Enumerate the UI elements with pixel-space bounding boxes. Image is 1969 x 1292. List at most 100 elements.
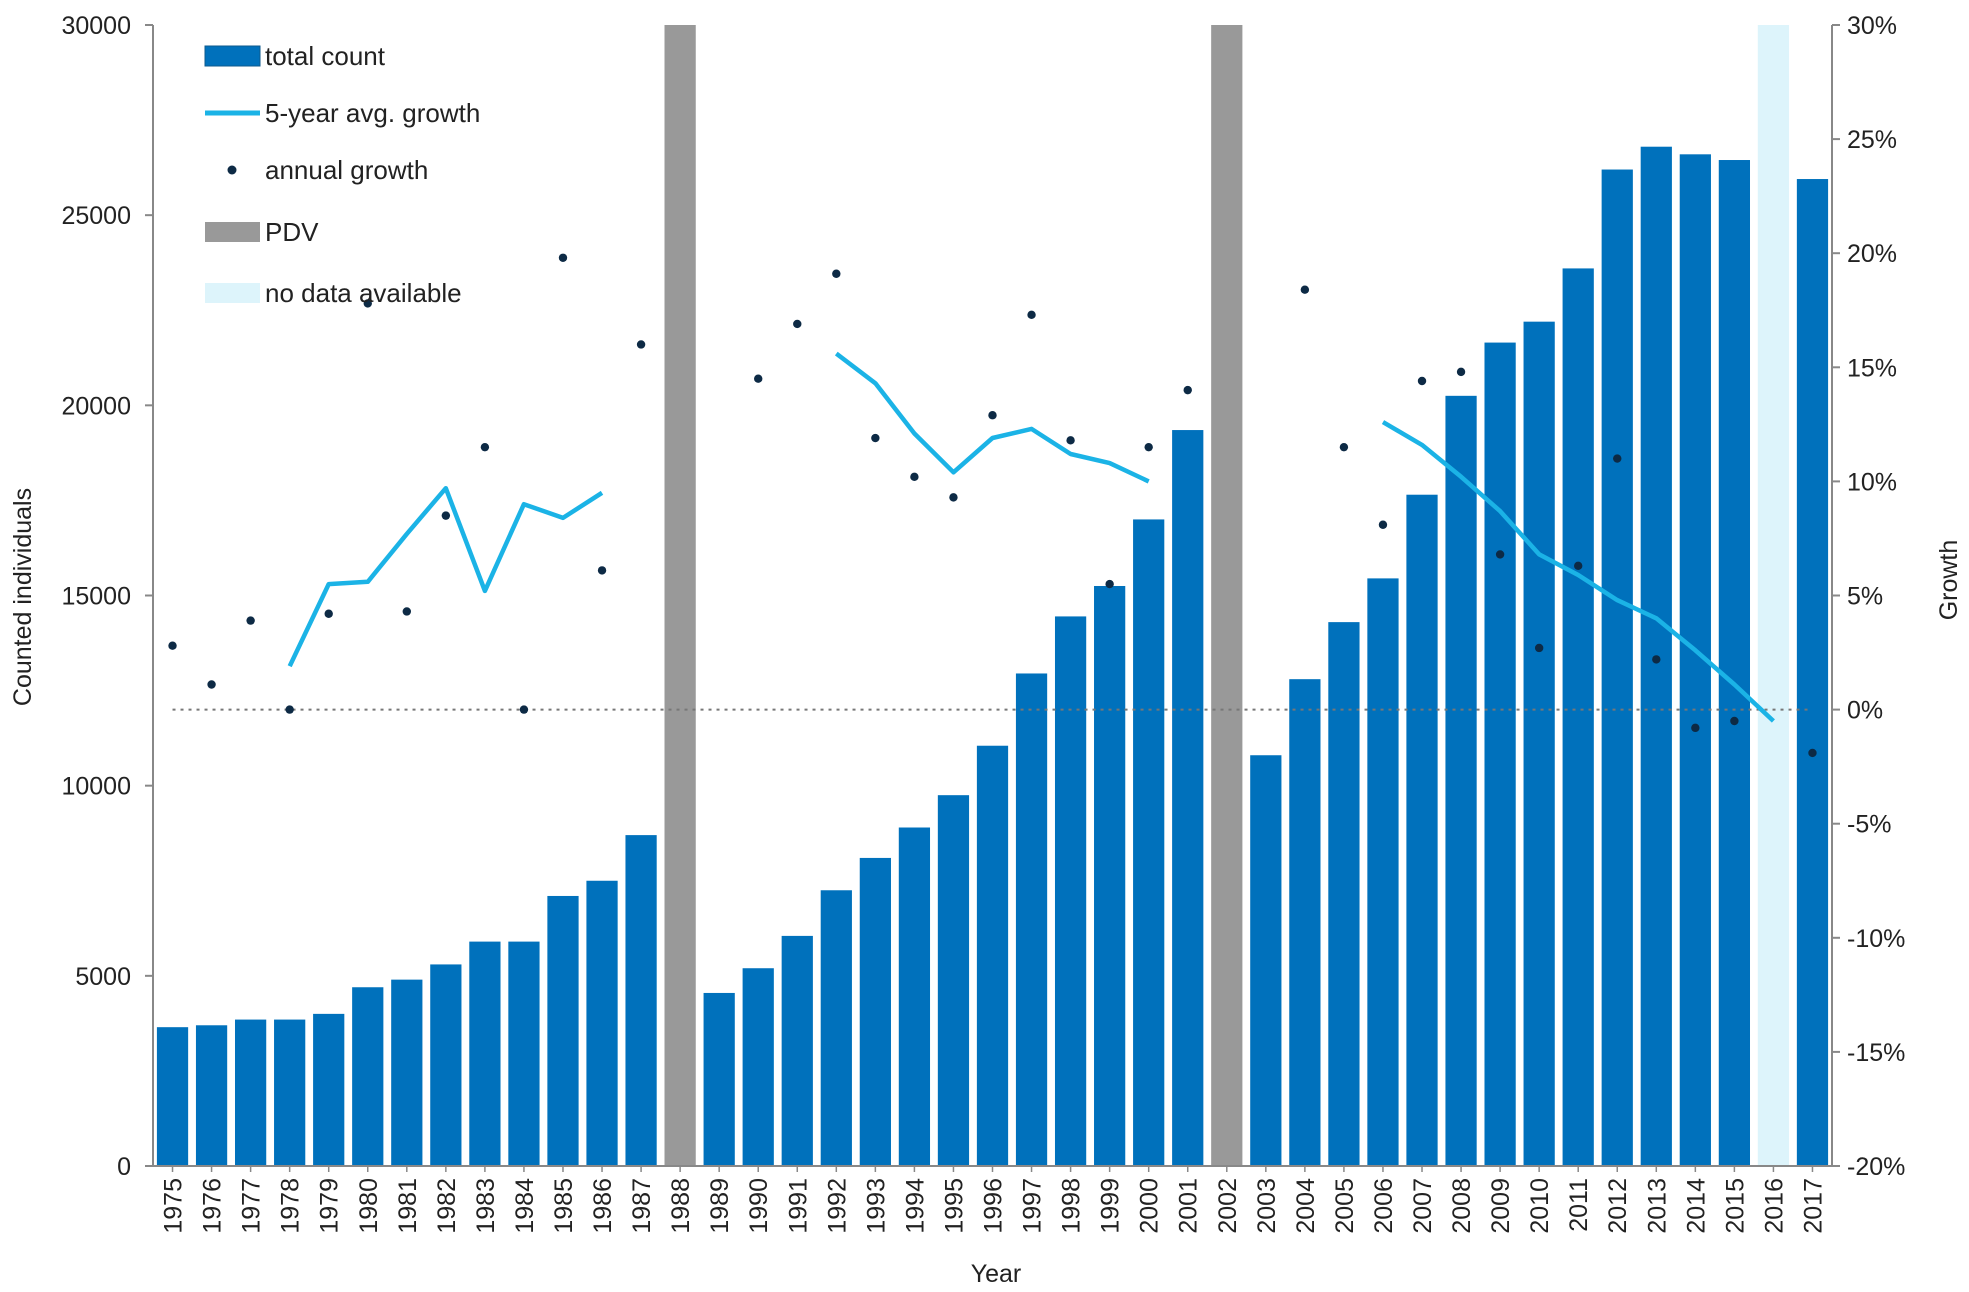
bar	[274, 1019, 306, 1166]
x-tick-label: 1999	[1097, 1178, 1125, 1234]
no-data-band	[1757, 25, 1790, 1166]
x-tick-label: 2014	[1682, 1178, 1710, 1234]
y-axis-title: Counted individuals	[9, 488, 37, 706]
legend-item-total-count: total count	[204, 41, 386, 71]
bar	[1796, 179, 1829, 1166]
bar	[1523, 321, 1555, 1166]
x-tick-label: 1985	[550, 1178, 578, 1234]
legend-swatch-no-data	[205, 283, 260, 303]
annual-growth-point	[1066, 436, 1075, 445]
bar	[1289, 679, 1321, 1166]
bar	[1445, 395, 1477, 1166]
legend-swatch-total-count	[204, 45, 261, 67]
y2-tick-label: 5%	[1847, 583, 1883, 611]
avg-growth-line	[834, 351, 1150, 484]
y2-tick-label: 10%	[1847, 468, 1897, 496]
annual-growth-point	[1300, 285, 1310, 294]
x-tick-label: 1987	[628, 1178, 656, 1234]
x-tick-label: 2010	[1526, 1178, 1554, 1234]
x-tick-label: 1984	[511, 1178, 539, 1234]
bar	[352, 987, 384, 1166]
annual-growth-point	[1144, 442, 1153, 452]
annual-growth-point	[1613, 454, 1622, 463]
x-tick-label: 1983	[472, 1178, 500, 1234]
annual-growth-point	[1808, 748, 1817, 758]
x-tick-label: 1997	[1019, 1178, 1047, 1234]
annual-growth-point	[1691, 723, 1700, 733]
annual-growth-point	[910, 472, 919, 482]
y2-tick-label: -20%	[1847, 1153, 1905, 1181]
bar	[1562, 268, 1594, 1166]
bar	[1172, 430, 1204, 1166]
annual-growth-point	[1573, 561, 1583, 571]
annual-growth-point	[168, 641, 177, 650]
annual-growth-point	[636, 340, 646, 349]
annual-growth-point	[1339, 442, 1349, 452]
x-axis-title: Year	[971, 1260, 1022, 1288]
bar	[313, 1013, 345, 1166]
bar	[430, 964, 462, 1166]
y-tick-label: 20000	[61, 392, 131, 420]
annual-growth-point	[1495, 550, 1505, 559]
annual-growth-point	[871, 433, 880, 443]
x-tick-label: 2016	[1760, 1178, 1788, 1234]
legend-item-pdv: PDV	[205, 217, 319, 247]
x-tick-label: 2013	[1643, 1178, 1671, 1234]
bar	[156, 1027, 189, 1166]
y-tick-label: 15000	[61, 583, 131, 611]
y2-tick-label: 30%	[1847, 12, 1897, 40]
y-tick-label: 30000	[61, 12, 131, 40]
legend-item-no-data: no data available	[205, 278, 462, 308]
y2-axis-title: Growth	[1935, 540, 1963, 621]
x-tick-label: 1998	[1058, 1178, 1086, 1234]
avg-growth-line	[287, 485, 604, 668]
x-tick-label: 2005	[1331, 1178, 1359, 1234]
x-tick-label: 2015	[1721, 1178, 1749, 1234]
bar	[1484, 342, 1516, 1166]
x-tick-label: 2007	[1409, 1178, 1437, 1234]
x-tick-label: 1979	[316, 1178, 344, 1234]
annual-growth-point	[441, 511, 451, 520]
annual-growth-point	[285, 705, 294, 714]
x-tick-label: 2002	[1214, 1178, 1242, 1234]
annual-growth-point	[988, 411, 997, 420]
bar	[976, 745, 1009, 1166]
x-tick-label: 2008	[1448, 1178, 1476, 1234]
x-tick-label: 1982	[433, 1178, 461, 1234]
annual-growth-point	[207, 680, 216, 689]
legend-label-annual-growth: annual growth	[265, 155, 428, 185]
y-tick-label: 10000	[61, 773, 131, 801]
annual-growth-point	[754, 374, 763, 383]
y2-tick-label: 20%	[1847, 240, 1897, 268]
bar	[1328, 622, 1360, 1166]
bar	[1367, 578, 1399, 1166]
bar	[742, 968, 774, 1166]
x-tick-label: 2006	[1370, 1178, 1398, 1234]
bar	[937, 795, 970, 1166]
x-tick-label: 1976	[199, 1178, 227, 1234]
bar	[1406, 494, 1438, 1166]
y2-tick-label: 15%	[1847, 354, 1897, 382]
annual-growth-point	[1456, 367, 1466, 377]
legend-label-pdv: PDV	[265, 217, 319, 247]
bar	[781, 935, 813, 1166]
annual-growth-point	[1534, 643, 1544, 653]
x-tick-label: 1996	[980, 1178, 1008, 1234]
y-tick-label: 25000	[61, 202, 131, 230]
x-tick-label: 2017	[1799, 1178, 1827, 1234]
bar	[1718, 160, 1751, 1167]
x-tick-label: 1995	[940, 1178, 968, 1234]
x-tick-label: 2004	[1292, 1178, 1320, 1234]
x-tick-label: 1990	[745, 1178, 773, 1234]
annual-growth-point	[402, 607, 412, 616]
y2-tick-label: 25%	[1847, 126, 1897, 154]
legend-label-total-count: total count	[265, 41, 386, 71]
annual-growth-point	[1105, 579, 1114, 589]
x-tick-label: 2001	[1175, 1178, 1203, 1234]
annual-growth-point	[793, 319, 802, 329]
bar	[898, 827, 931, 1166]
bar	[1133, 519, 1165, 1166]
x-tick-label: 1977	[238, 1178, 266, 1234]
bar	[1015, 673, 1048, 1166]
